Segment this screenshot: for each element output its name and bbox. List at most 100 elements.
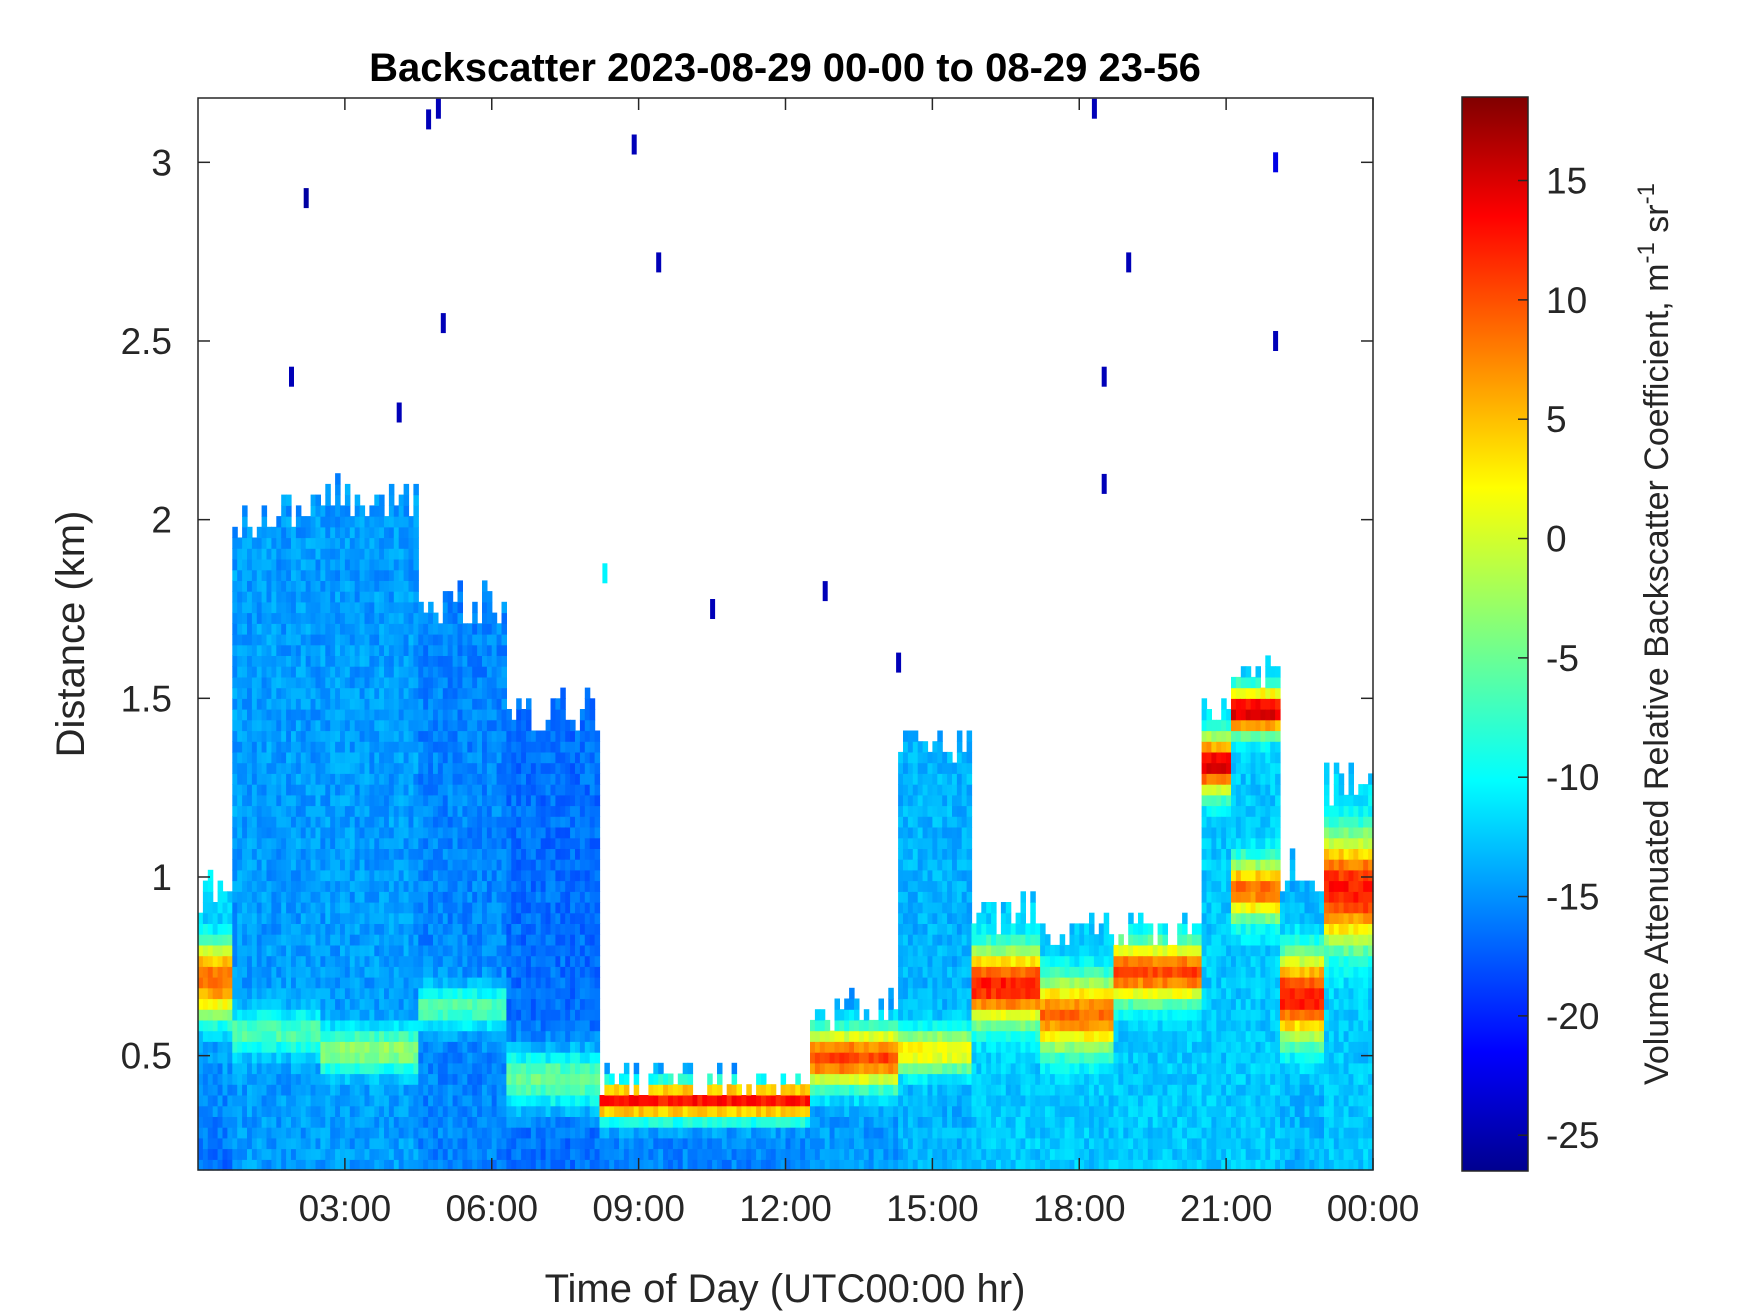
heatmap-cell — [408, 1159, 414, 1171]
heatmap-cell — [873, 1041, 880, 1053]
heatmap-cell — [388, 494, 395, 506]
heatmap-cell — [369, 1137, 375, 1150]
heatmap-cell — [212, 1009, 219, 1021]
heatmap-cell — [291, 634, 297, 646]
heatmap-cell — [354, 1095, 361, 1107]
heatmap-cell — [428, 1105, 434, 1117]
heatmap-cell — [374, 1105, 380, 1117]
heatmap-cell — [295, 516, 302, 528]
heatmap-cell — [496, 1084, 503, 1096]
heatmap-cell — [863, 1052, 870, 1064]
heatmap-cell — [844, 1062, 850, 1075]
heatmap-cell — [315, 612, 321, 624]
heatmap-cell — [903, 848, 909, 860]
heatmap-cell — [756, 1127, 762, 1139]
heatmap-cell — [903, 1073, 909, 1085]
heatmap-cell — [751, 1095, 757, 1107]
heatmap-cell — [555, 773, 561, 785]
heatmap-cell — [374, 1084, 380, 1096]
heatmap-cell — [511, 859, 517, 871]
heatmap-cell — [462, 848, 468, 860]
heatmap-cell — [472, 623, 478, 635]
heatmap-cell — [545, 944, 552, 957]
heatmap-cell — [222, 1095, 228, 1107]
heatmap-cell — [530, 880, 537, 892]
heatmap-cell — [898, 1137, 904, 1150]
heatmap-cell — [805, 1148, 811, 1160]
heatmap-cell — [251, 591, 258, 603]
heatmap-cell — [349, 569, 356, 581]
heatmap-cell — [839, 1159, 845, 1171]
heatmap-cell — [457, 1095, 463, 1107]
heatmap-cell — [340, 537, 346, 549]
heatmap-cell — [785, 1095, 791, 1107]
heatmap-cell — [437, 687, 444, 699]
heatmap-cell — [457, 1159, 463, 1171]
heatmap-cell — [305, 1062, 312, 1075]
heatmap-cell — [237, 987, 243, 1000]
heatmap-cell — [349, 837, 356, 849]
heatmap-cell — [242, 623, 248, 635]
heatmap-cell — [295, 912, 302, 924]
heatmap-cell — [506, 784, 512, 796]
heatmap-cell — [433, 827, 439, 839]
heatmap-cell — [403, 1084, 410, 1096]
heatmap-cell — [413, 483, 419, 496]
heatmap-cell — [555, 1019, 561, 1032]
heatmap-cell — [384, 1062, 390, 1075]
heatmap-cell — [359, 966, 366, 978]
heatmap-cell — [457, 1009, 463, 1021]
heatmap-cell — [418, 923, 424, 935]
heatmap-cell — [300, 623, 307, 635]
heatmap-cell — [682, 1148, 689, 1160]
heatmap-cell — [467, 998, 473, 1010]
heatmap-cell — [526, 966, 532, 978]
heatmap-cell — [756, 1105, 762, 1117]
heatmap-cell — [271, 837, 277, 849]
heatmap-cell — [349, 805, 356, 817]
heatmap-cell — [482, 601, 488, 614]
heatmap-cell — [506, 1019, 512, 1032]
heatmap-cell — [335, 902, 341, 914]
heatmap-cell — [393, 1116, 400, 1128]
heatmap-cell — [594, 773, 601, 785]
heatmap-cell — [261, 859, 268, 871]
heatmap-cell — [418, 934, 424, 946]
heatmap-cell — [384, 966, 390, 978]
heatmap-cell — [232, 644, 238, 656]
heatmap-cell — [232, 559, 238, 571]
heatmap-cell — [814, 1159, 821, 1171]
heatmap-cell — [325, 505, 331, 517]
heatmap-cell — [300, 559, 307, 571]
heatmap-cell — [447, 977, 454, 989]
heatmap-cell — [349, 1009, 356, 1021]
heatmap-cell — [276, 784, 282, 796]
heatmap-cell — [447, 1095, 454, 1107]
heatmap-cell — [477, 1095, 483, 1107]
heatmap-cell — [530, 955, 537, 967]
heatmap-cell — [482, 580, 488, 592]
heatmap-cell — [491, 923, 498, 935]
heatmap-cell — [761, 1084, 767, 1096]
heatmap-cell — [780, 1127, 787, 1139]
heatmap-cell — [482, 944, 488, 957]
heatmap-cell — [570, 848, 576, 860]
heatmap-cell — [315, 816, 321, 828]
heatmap-cell — [457, 762, 463, 774]
heatmap-cell — [878, 1073, 884, 1085]
heatmap-cell — [247, 1105, 253, 1117]
heatmap-cell — [530, 1009, 537, 1021]
heatmap-cell — [540, 944, 547, 957]
heatmap-cell — [344, 859, 351, 871]
heatmap-cell — [491, 644, 498, 656]
heatmap-cell — [814, 1137, 821, 1150]
heatmap-cell — [227, 1041, 233, 1053]
heatmap-cell — [668, 1137, 674, 1150]
heatmap-cell — [320, 1041, 326, 1053]
heatmap-cell — [393, 794, 400, 807]
heatmap-cell — [668, 1073, 674, 1085]
heatmap-cell — [477, 676, 483, 689]
heatmap-cell — [903, 955, 909, 967]
heatmap-cell — [545, 966, 552, 978]
heatmap-cell — [516, 880, 522, 892]
